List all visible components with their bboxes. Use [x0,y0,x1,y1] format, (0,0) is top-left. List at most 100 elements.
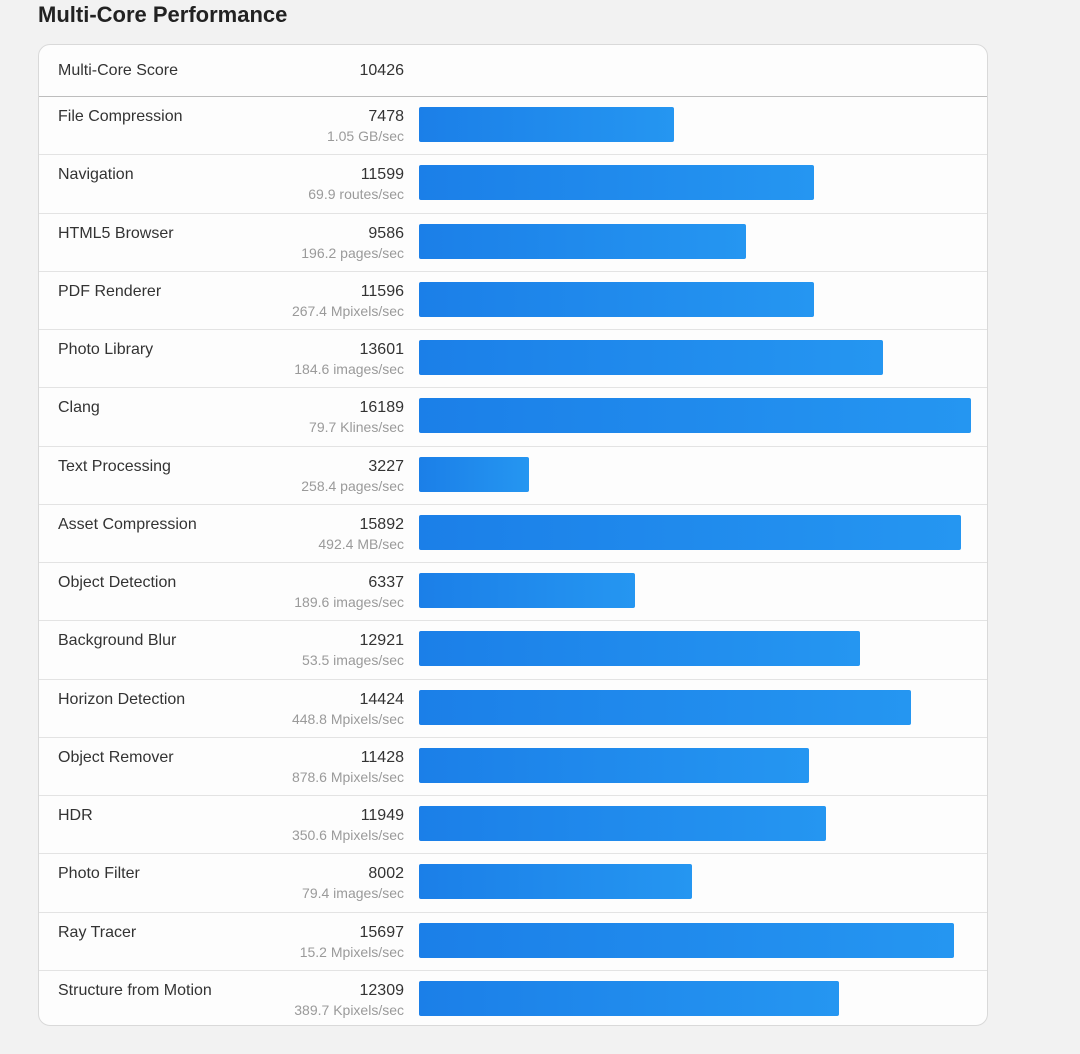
benchmark-score: 15697 [359,923,405,941]
table-row: Photo Filter 8002 79.4 images/sec [39,854,987,913]
score-bar [419,573,635,608]
benchmark-name: Asset Compression [58,515,197,533]
benchmark-score: 13601 [359,341,405,358]
score-bar [419,223,746,259]
benchmark-score: 9586 [368,224,404,242]
benchmark-name: PDF Renderer [58,282,162,300]
score-bar [419,806,826,841]
table-row: HTML5 Browser 9586 196.2 pages/sec [39,214,987,272]
benchmark-rate: 53.5 images/sec [302,652,404,669]
benchmark-name: Photo Filter [58,865,140,883]
benchmark-score: 11949 [360,807,404,824]
benchmark-score: 15892 [359,515,405,533]
benchmark-name: Object Detection [58,574,177,591]
score-bar-track [419,281,971,317]
benchmark-name: Clang [58,399,100,417]
score-bar [419,107,674,142]
score-bar-track [419,747,971,783]
benchmark-score: 12921 [359,632,405,650]
score-bar-track [419,165,971,201]
multi-core-score-row: Multi-Core Score 10426 [39,45,987,97]
table-row: Background Blur 12921 53.5 images/sec [39,621,987,680]
benchmark-rate: 350.6 Mpixels/sec [291,827,404,843]
score-bar-track [419,107,971,142]
benchmark-name: HDR [58,807,93,824]
score-bar [419,514,961,550]
benchmark-score: 6337 [368,574,404,591]
benchmark-score: 7478 [368,108,404,125]
table-row: Object Detection 6337 189.6 images/sec [39,563,987,622]
benchmark-rate: 492.4 MB/sec [318,535,404,552]
benchmark-score: 14424 [359,690,405,708]
score-bar-track [419,398,971,434]
benchmark-score: 11599 [360,166,404,184]
benchmark-name: Horizon Detection [58,690,186,708]
score-bar [419,456,529,492]
benchmark-rate: 184.6 images/sec [294,361,404,377]
benchmark-rate: 15.2 Mpixels/sec [299,943,404,960]
page-title: Multi-Core Performance [38,2,288,27]
score-bar [419,689,911,725]
benchmark-rate: 196.2 pages/sec [301,244,404,261]
score-bar [419,922,954,958]
benchmark-rate: 189.6 images/sec [294,594,404,610]
score-bar-track [419,514,971,550]
multi-core-score-value: 10426 [359,62,405,79]
table-row: Structure from Motion 12309 389.7 Kpixels/… [39,971,987,1025]
score-bar [419,747,809,783]
table-row: Photo Library 13601 184.6 images/sec [39,330,987,389]
score-bar-track [419,340,971,375]
benchmark-score: 11428 [360,748,404,766]
benchmark-rate: 448.8 Mpixels/sec [291,710,404,727]
table-row: Object Remover 11428 878.6 Mpixels/sec [39,738,987,796]
benchmark-rate: 878.6 Mpixels/sec [291,768,404,785]
score-bar-track [419,922,971,958]
benchmark-rate: 69.9 routes/sec [308,186,404,203]
table-row: HDR 11949 350.6 Mpixels/sec [39,796,987,855]
score-bar [419,398,971,434]
benchmark-name: Background Blur [58,632,177,650]
score-bar-track [419,573,971,608]
multi-core-score-label: Multi-Core Score [58,62,179,79]
table-row: File Compression 7478 1.05 GB/sec [39,97,987,156]
table-row: PDF Renderer 11596 267.4 Mpixels/sec [39,272,987,330]
benchmark-score: 11596 [360,282,404,300]
score-bar-track [419,631,971,667]
benchmark-name: Photo Library [58,341,154,358]
benchmark-name: Text Processing [58,457,171,475]
benchmark-list: File Compression 7478 1.05 GB/sec Navigatio… [39,97,987,1025]
benchmark-score: 8002 [368,865,404,883]
table-row: Ray Tracer 15697 15.2 Mpixels/sec [39,913,987,971]
score-bar-track [419,980,971,1016]
table-row: Clang 16189 79.7 Klines/sec [39,388,987,447]
benchmark-rate: 1.05 GB/sec [326,128,404,144]
benchmark-name: Ray Tracer [58,923,137,941]
score-bar [419,165,814,201]
table-row: Text Processing 3227 258.4 pages/sec [39,447,987,505]
score-bar [419,631,860,667]
benchmark-name: Object Remover [58,748,174,766]
benchmark-rate: 79.7 Klines/sec [309,419,404,436]
table-row: Asset Compression 15892 492.4 MB/sec [39,505,987,563]
benchmark-score: 12309 [359,981,405,999]
score-bar-track [419,689,971,725]
score-bar-track [419,456,971,492]
benchmark-rate: 79.4 images/sec [302,885,404,902]
table-row: Horizon Detection 14424 448.8 Mpixels/sec [39,680,987,738]
benchmark-name: File Compression [58,108,183,125]
score-bar [419,281,814,317]
score-bar [419,340,883,375]
benchmark-name: HTML5 Browser [58,224,174,242]
score-bar-track [419,806,971,841]
results-card: Multi-Core Score 10426 File Compression 7… [38,44,988,1026]
score-bar [419,980,839,1016]
benchmark-rate: 389.7 Kpixels/sec [294,1001,404,1018]
table-row: Navigation 11599 69.9 routes/sec [39,155,987,214]
score-bar [419,864,692,900]
benchmark-rate: 258.4 pages/sec [301,477,404,494]
benchmark-score: 3227 [368,457,404,475]
benchmark-name: Structure from Motion [58,981,212,999]
benchmark-name: Navigation [58,166,134,184]
score-bar-track [419,864,971,900]
score-bar-track [419,223,971,259]
